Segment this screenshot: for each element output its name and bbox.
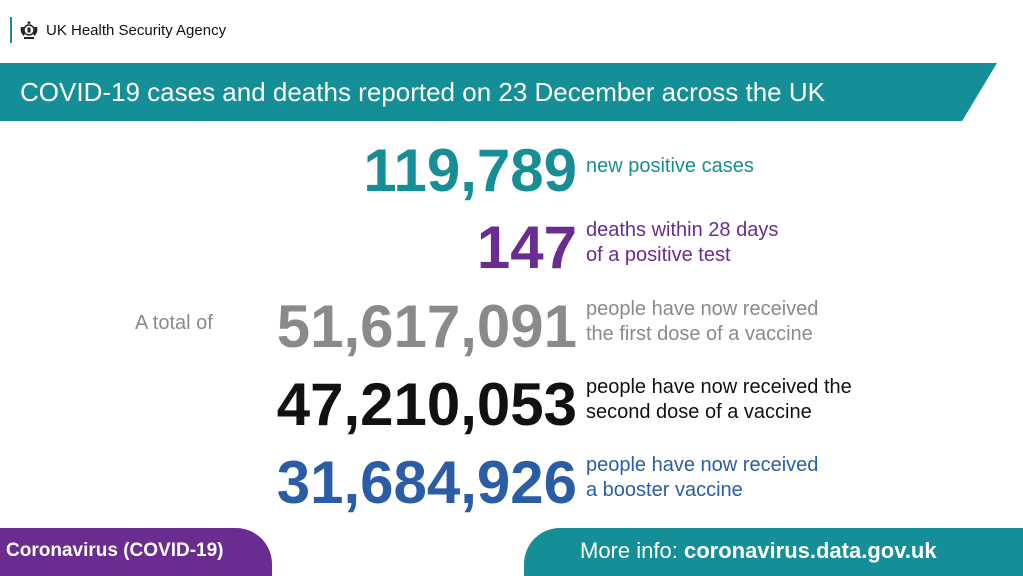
second-dose-value: 47,210,053: [276, 371, 577, 438]
footer-coronavirus-label: Coronavirus (COVID-19): [6, 540, 224, 561]
agency-name: UK Health Security Agency: [46, 21, 227, 39]
cases-description: new positive cases: [586, 154, 754, 179]
booster-desc-line1: people have now received: [586, 454, 819, 476]
second-dose-description: people have now received the second dose…: [586, 375, 852, 425]
more-info-text: More info: coronavirus.data.gov.uk: [580, 538, 937, 564]
first-dose-description: people have now received the first dose …: [586, 297, 818, 347]
first-dose-desc-line1: people have now received: [586, 298, 819, 320]
agency-logo: UK Health Security Agency: [10, 16, 226, 44]
more-info-link[interactable]: coronavirus.data.gov.uk: [683, 538, 937, 563]
deaths-desc-line1: deaths within 28 days: [586, 219, 779, 241]
total-prefix: A total of: [135, 312, 213, 334]
booster-desc-line2: a booster vaccine: [586, 479, 743, 501]
logo-divider: [10, 17, 12, 43]
cases-desc-line1: new positive cases: [586, 155, 754, 177]
cases-value: 119,789: [363, 137, 577, 204]
deaths-desc-line2: of a positive test: [586, 244, 731, 266]
royal-crest-icon: [20, 21, 38, 39]
deaths-description: deaths within 28 days of a positive test: [586, 218, 778, 268]
second-dose-desc-line2: second dose of a vaccine: [586, 401, 812, 423]
page-title: COVID-19 cases and deaths reported on 23…: [20, 77, 825, 107]
more-info-label: More info:: [580, 538, 678, 563]
title-banner: COVID-19 cases and deaths reported on 23…: [0, 63, 997, 121]
footer-more-info: More info: coronavirus.data.gov.uk: [524, 528, 1023, 576]
footer-coronavirus-tab: Coronavirus (COVID-19): [0, 528, 272, 576]
second-dose-desc-line1: people have now received the: [586, 376, 852, 398]
booster-description: people have now received a booster vacci…: [586, 453, 818, 503]
deaths-value: 147: [476, 214, 577, 281]
first-dose-value: 51,617,091: [276, 293, 577, 360]
first-dose-desc-line2: the first dose of a vaccine: [586, 323, 813, 345]
booster-value: 31,684,926: [276, 449, 577, 516]
